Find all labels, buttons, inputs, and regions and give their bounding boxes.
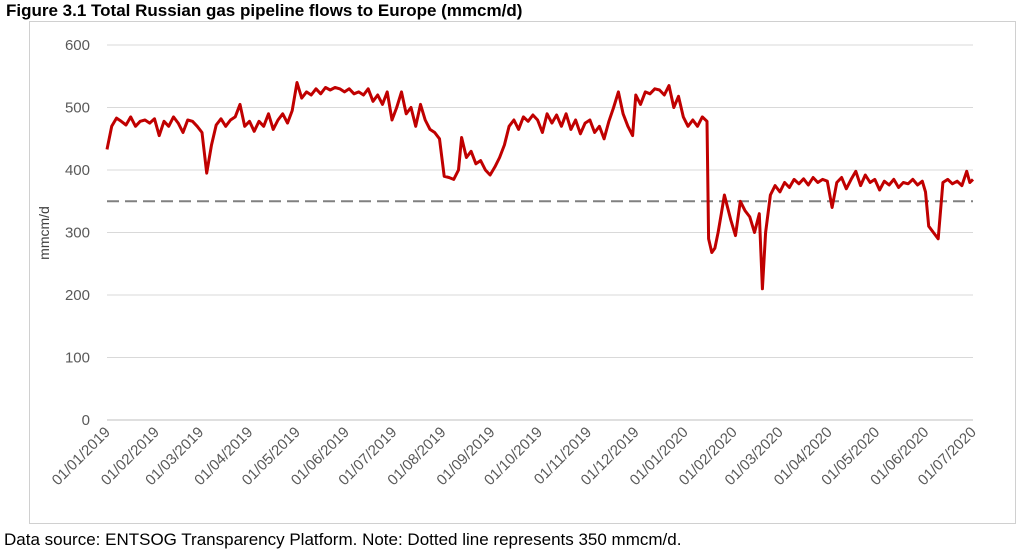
y-tick-label: 200	[65, 287, 90, 304]
y-tick-label: 0	[82, 412, 90, 429]
y-tick-label: 100	[65, 350, 90, 367]
data-source-note: Data source: ENTSOG Transparency Platfor…	[4, 530, 682, 549]
y-tick-label: 500	[65, 100, 90, 117]
gridlines	[107, 44, 973, 421]
y-tick-label: 400	[65, 162, 90, 179]
figure-title: Figure 3.1 Total Russian gas pipeline fl…	[6, 1, 523, 20]
x-axis-ticks: 01/01/201901/02/201901/03/201901/04/2019…	[49, 424, 980, 489]
series-line	[105, 81, 975, 291]
y-tick-label: 300	[65, 225, 90, 242]
chart-frame	[29, 21, 1016, 524]
y-axis-label: mmcm/d	[36, 206, 52, 260]
y-axis-ticks: 0 100 200 300 400 500 600	[65, 37, 90, 429]
y-tick-label: 600	[65, 37, 90, 54]
